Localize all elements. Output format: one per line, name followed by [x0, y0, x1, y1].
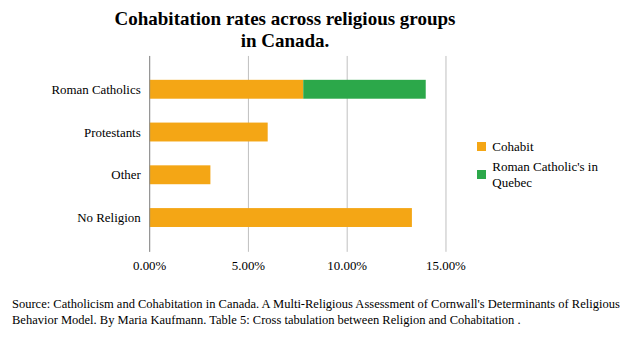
html-text:Cohabit: Cohabit	[492, 138, 534, 154]
svg-text:15.00%: 15.00%	[426, 258, 466, 273]
html-text:Roman Catholic's in Quebec: Roman Catholic's in Quebec	[492, 158, 598, 190]
svg-text:0.00%: 0.00%	[133, 258, 167, 273]
html-text:Cohabitation rates across reli: Cohabitation rates across religious grou…	[114, 8, 456, 51]
html-text:Source: Catholicism and Cohabi: Source: Catholicism and Cohabitation in …	[12, 296, 620, 327]
svg-text:No Religion: No Religion	[77, 210, 141, 225]
svg-text:Protestants: Protestants	[84, 125, 141, 140]
svg-text:10.00%: 10.00%	[327, 258, 367, 273]
svg-text:5.00%: 5.00%	[232, 258, 266, 273]
svg-text:Other: Other	[111, 167, 141, 182]
svg-text:Roman Catholics: Roman Catholics	[51, 82, 140, 97]
